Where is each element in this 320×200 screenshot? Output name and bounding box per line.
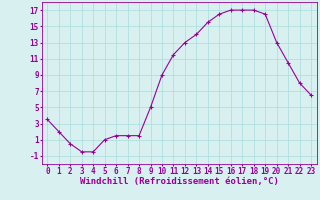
X-axis label: Windchill (Refroidissement éolien,°C): Windchill (Refroidissement éolien,°C) <box>80 177 279 186</box>
